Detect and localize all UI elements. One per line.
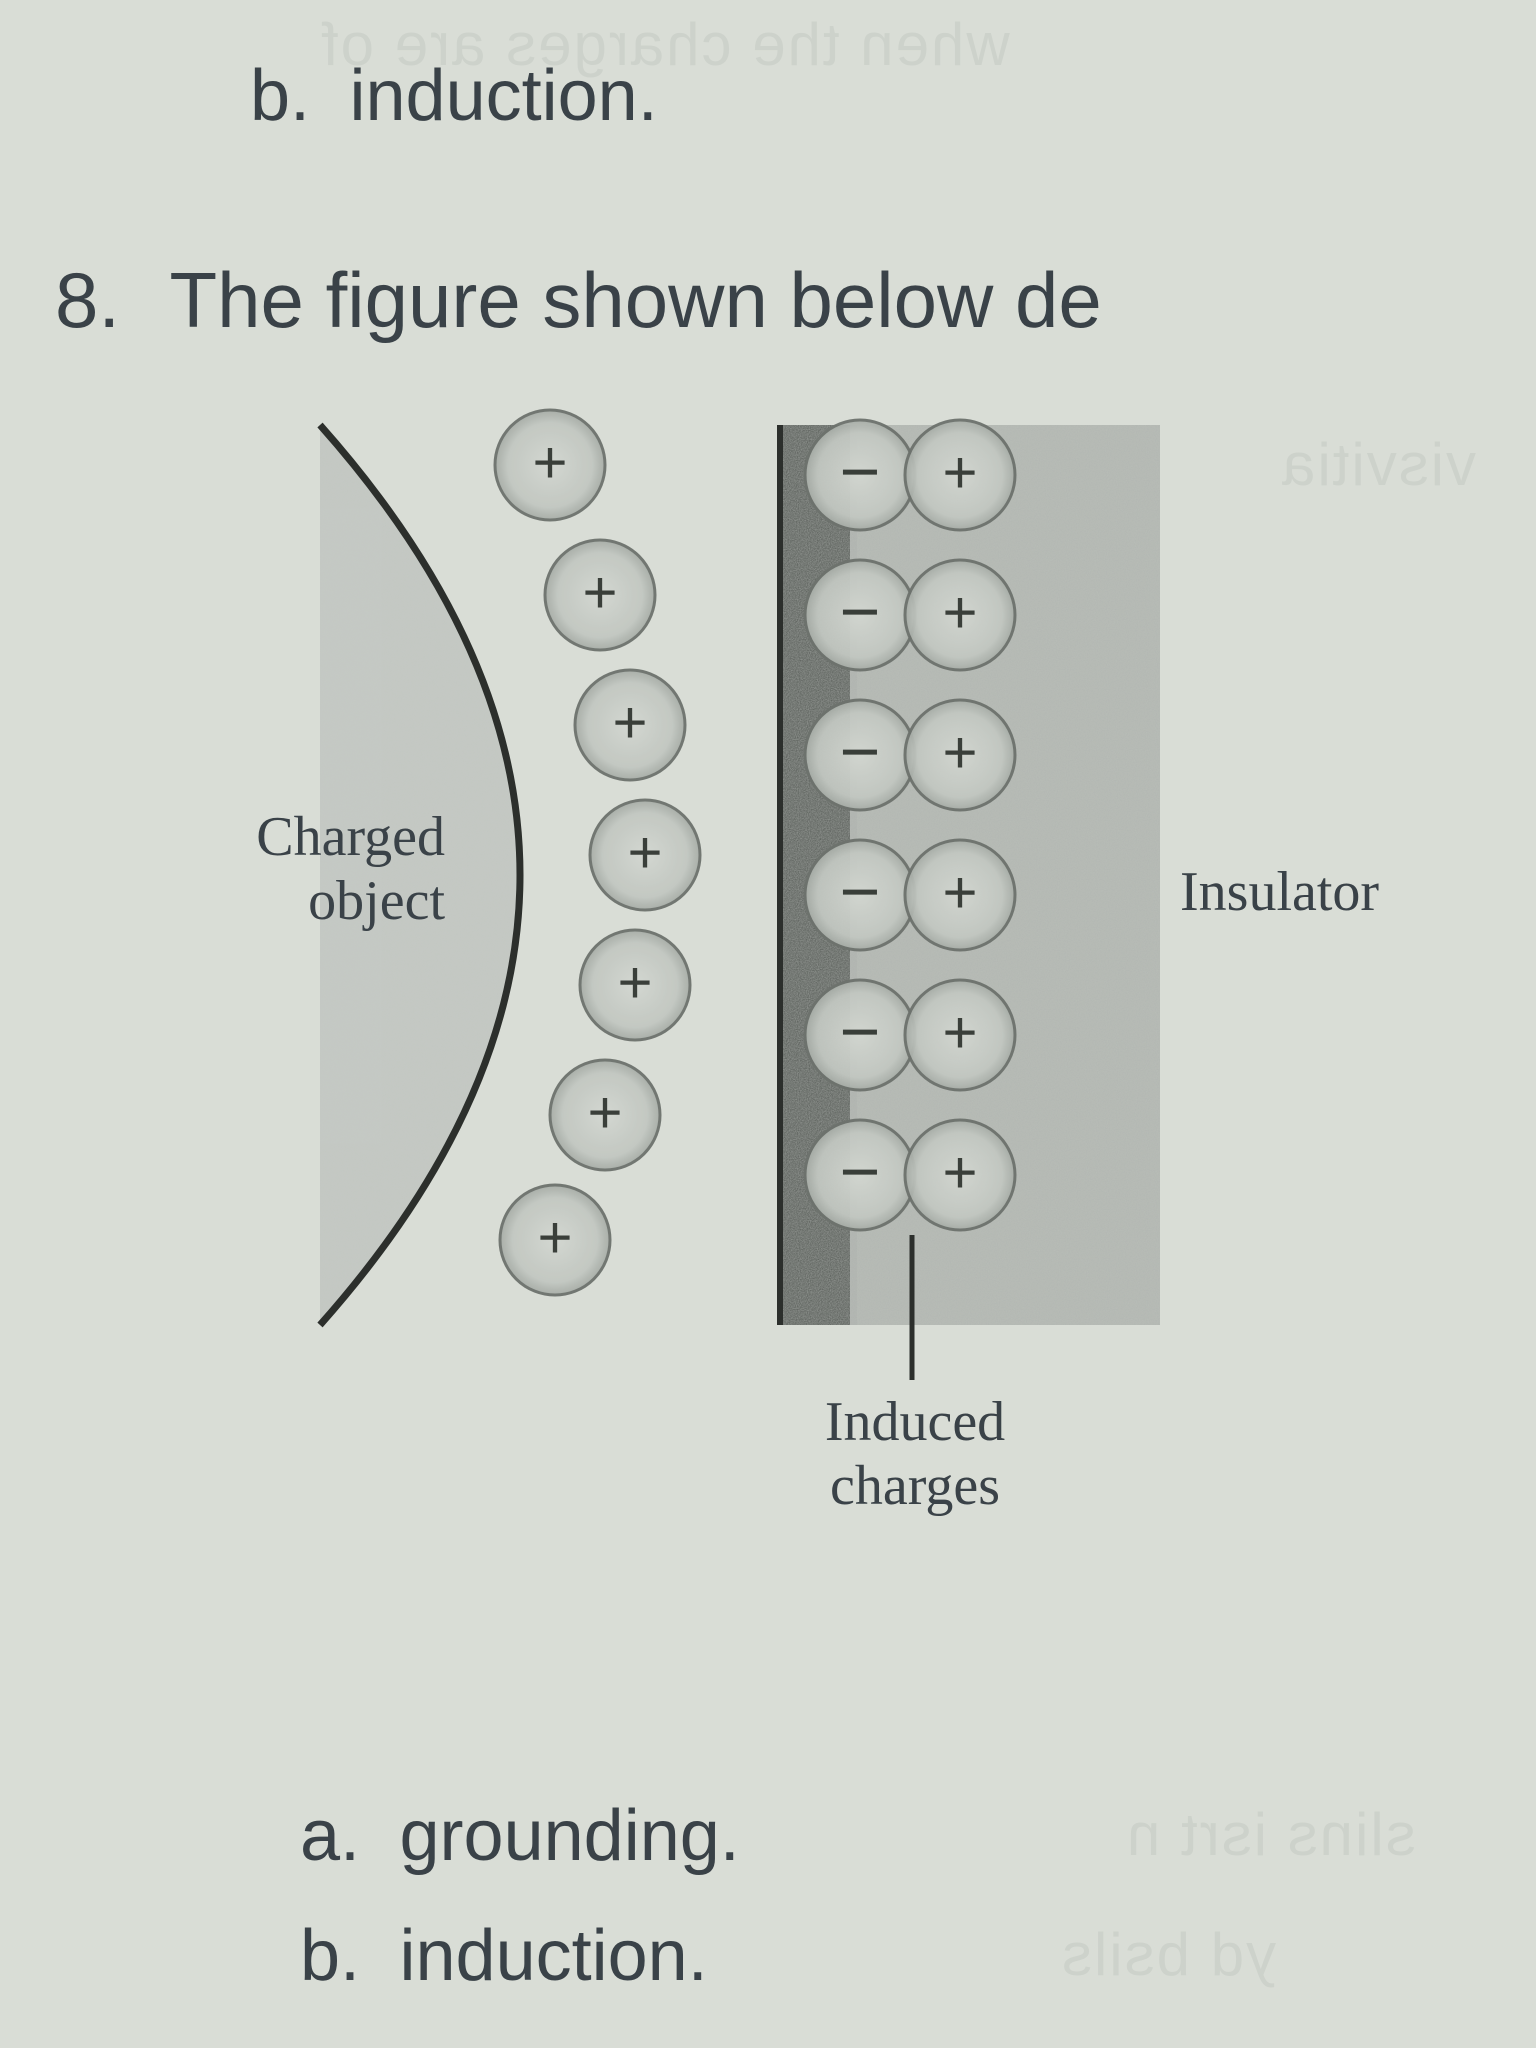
charge-plus-icon: + — [495, 410, 605, 520]
diagram-svg: +++++++ −+−+−+−+−+−+ — [300, 405, 1240, 1505]
svg-text:−: − — [840, 712, 881, 790]
label-line: Charged — [185, 805, 445, 869]
svg-text:+: + — [942, 859, 977, 926]
svg-text:+: + — [582, 559, 617, 626]
svg-text:+: + — [942, 719, 977, 786]
svg-text:−: − — [840, 572, 881, 650]
svg-text:+: + — [587, 1079, 622, 1146]
charge-plus-icon: + — [500, 1185, 610, 1295]
prev-option-b: b. induction. — [250, 55, 658, 137]
ghost-text: visvitia — [1280, 430, 1476, 499]
option-letter: b. — [250, 56, 310, 136]
charge-minus-icon: − — [805, 980, 915, 1090]
charge-minus-icon: − — [805, 560, 915, 670]
charge-plus-icon: + — [905, 560, 1015, 670]
charge-minus-icon: − — [805, 700, 915, 810]
option-b: b. induction. — [300, 1915, 708, 1997]
label-line: charges — [800, 1454, 1030, 1518]
svg-text:+: + — [617, 949, 652, 1016]
option-text: induction. — [400, 1916, 708, 1996]
svg-text:+: + — [627, 819, 662, 886]
svg-text:−: − — [840, 852, 881, 930]
charge-plus-icon: + — [575, 670, 685, 780]
charge-plus-icon: + — [580, 930, 690, 1040]
option-a: a. grounding. — [300, 1795, 740, 1877]
svg-text:+: + — [942, 579, 977, 646]
label-charged-object: Charged object — [185, 805, 445, 933]
charge-minus-icon: − — [805, 840, 915, 950]
svg-text:−: − — [840, 432, 881, 510]
label-line: object — [185, 869, 445, 933]
question-8: 8. The figure shown below de — [55, 255, 1102, 346]
svg-text:+: + — [612, 689, 647, 756]
charge-plus-icon: + — [905, 420, 1015, 530]
option-letter: b. — [300, 1916, 360, 1996]
label-insulator: Insulator — [1180, 860, 1379, 924]
charge-plus-icon: + — [550, 1060, 660, 1170]
option-letter: a. — [300, 1796, 360, 1876]
svg-text:+: + — [532, 429, 567, 496]
svg-text:−: − — [840, 992, 881, 1070]
svg-text:+: + — [942, 1139, 977, 1206]
charge-minus-icon: − — [805, 1120, 915, 1230]
charge-plus-icon: + — [905, 1120, 1015, 1230]
label-line: Induced — [800, 1390, 1030, 1454]
question-stem: The figure shown below de — [170, 256, 1102, 344]
charge-plus-icon: + — [545, 540, 655, 650]
question-number: 8. — [55, 256, 120, 344]
charge-plus-icon: + — [905, 700, 1015, 810]
label-induced-charges: Induced charges — [800, 1390, 1030, 1518]
charge-plus-icon: + — [590, 800, 700, 910]
charge-minus-icon: − — [805, 420, 915, 530]
ghost-text: yd bsils — [1060, 1920, 1276, 1989]
charge-plus-icon: + — [905, 980, 1015, 1090]
charge-plus-icon: + — [905, 840, 1015, 950]
svg-text:−: − — [840, 1132, 881, 1210]
option-text: grounding. — [400, 1796, 740, 1876]
svg-text:+: + — [942, 999, 977, 1066]
svg-text:+: + — [537, 1204, 572, 1271]
svg-text:+: + — [942, 439, 977, 506]
ghost-text: slins isrt n — [1125, 1800, 1416, 1869]
figure-induction-diagram: +++++++ −+−+−+−+−+−+ Charged object Insu… — [300, 405, 1240, 1505]
option-text: induction. — [350, 56, 658, 136]
